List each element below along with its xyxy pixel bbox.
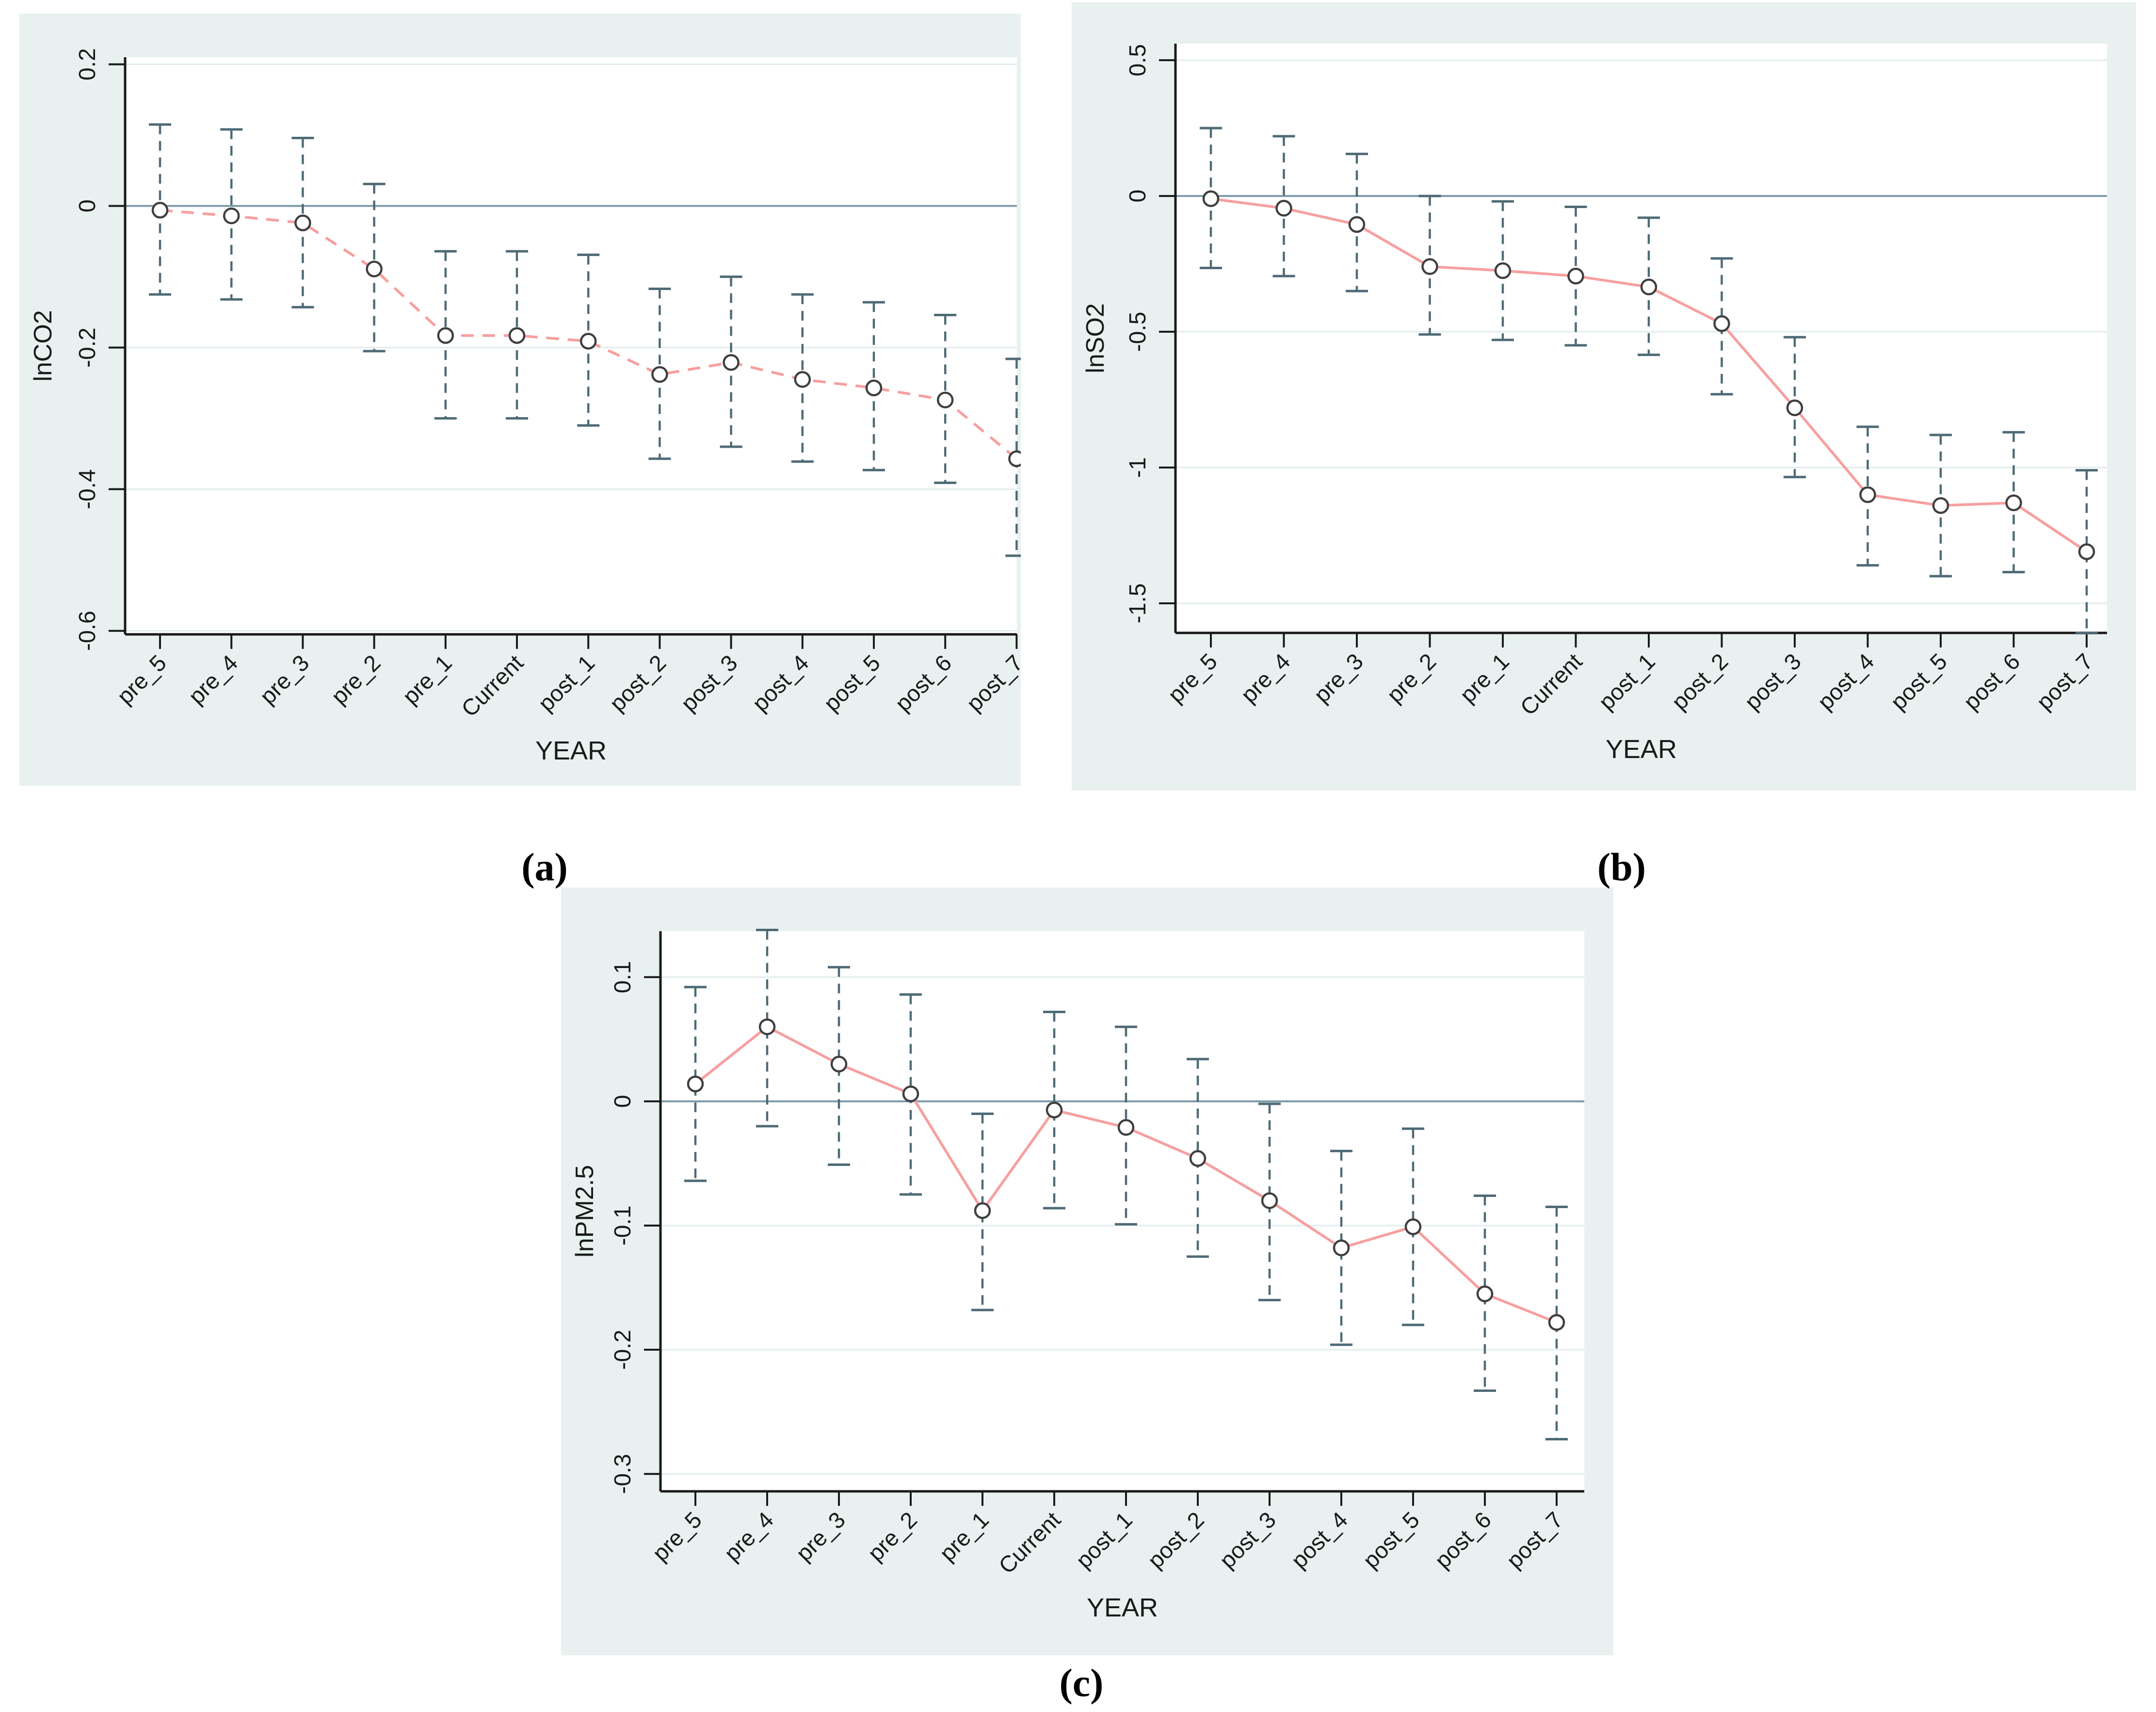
x-axis-title: YEAR: [1606, 735, 1677, 764]
y-tick-label: 0.2: [75, 48, 100, 81]
y-tick-label: -1.5: [1125, 583, 1151, 624]
y-tick-label: -0.1: [610, 1206, 636, 1246]
panel-b: 0.5 0 -0.5 -1 -1.5 pre_5 pre_4 pre_3 pre_2 pre_1 C…: [1072, 2, 2136, 791]
estimate-marker: [1640, 278, 1657, 295]
y-tick-label: -0.4: [75, 469, 100, 509]
y-tick-label: -0.3: [610, 1454, 636, 1494]
plot-area: [660, 931, 1584, 1491]
y-tick-label: -0.2: [610, 1330, 636, 1370]
estimate-marker: [223, 207, 240, 225]
estimate-marker: [723, 354, 740, 371]
estimate-marker: [2078, 543, 2095, 560]
plot-area: [1175, 44, 2107, 633]
y-tick-label: 0: [75, 199, 100, 212]
panel-a-letter-label: (a): [521, 845, 568, 889]
estimate-marker: [1275, 200, 1292, 217]
estimate-marker: [974, 1202, 991, 1219]
estimate-marker: [1859, 486, 1876, 503]
estimate-marker: [794, 371, 811, 388]
estimate-marker: [1202, 190, 1220, 207]
estimate-marker: [579, 333, 597, 350]
estimate-marker: [1494, 262, 1512, 279]
plot-area: [125, 57, 1017, 634]
estimate-marker: [758, 1018, 776, 1035]
y-axis-title: lnSO2: [1081, 303, 1110, 373]
estimate-marker: [1404, 1218, 1422, 1235]
y-tick-label: 0.1: [610, 961, 636, 993]
estimate-marker: [687, 1075, 704, 1093]
estimate-marker: [1117, 1119, 1135, 1136]
estimate-marker: [1548, 1314, 1565, 1331]
y-tick-label: -0.5: [1125, 312, 1151, 352]
estimate-marker: [936, 391, 954, 408]
estimate-marker: [2005, 494, 2022, 512]
panel-c: 0.1 0 -0.1 -0.2 -0.3 pre_5 pre_4 pre_3 pre_2 pre_…: [561, 888, 1613, 1655]
estimate-marker: [151, 202, 169, 219]
x-axis-title: YEAR: [1087, 1593, 1158, 1622]
panel-b-letter-label: (b): [1597, 845, 1646, 889]
estimate-marker: [437, 327, 454, 344]
estimate-marker: [1476, 1285, 1494, 1303]
estimate-marker: [1008, 450, 1021, 468]
estimate-marker: [1567, 268, 1584, 285]
x-axis-title: YEAR: [535, 736, 607, 765]
panel-c-letter-label: (c): [1059, 1661, 1104, 1705]
estimate-marker: [508, 327, 526, 344]
y-axis-title: lnCO2: [29, 310, 57, 381]
estimate-marker: [651, 366, 668, 383]
estimate-marker: [294, 214, 311, 231]
y-tick-label: 0: [1125, 190, 1151, 203]
estimate-marker: [1713, 315, 1730, 332]
estimate-marker: [1348, 216, 1366, 233]
y-tick-label: -0.6: [75, 611, 100, 651]
estimate-marker: [1046, 1101, 1063, 1119]
estimate-marker: [1261, 1192, 1278, 1209]
y-tick-label: 0: [610, 1095, 636, 1108]
estimate-marker: [366, 260, 383, 277]
y-axis-title: lnPM2.5: [571, 1165, 599, 1258]
estimate-marker: [902, 1085, 919, 1102]
panel-a: 0.2 0 -0.2 -0.4 -0.6 pre_5 pre_4 pre_3 pre_2 pre_…: [19, 14, 1021, 786]
y-tick-label: -0.2: [75, 327, 100, 368]
estimate-marker: [1333, 1239, 1350, 1257]
estimate-marker: [1932, 497, 1949, 514]
y-tick-label: -1: [1125, 457, 1151, 478]
estimate-marker: [1189, 1150, 1207, 1167]
estimate-marker: [1786, 399, 1803, 417]
estimate-marker: [830, 1055, 848, 1073]
y-tick-label: 0.5: [1125, 44, 1151, 77]
estimate-marker: [865, 379, 883, 397]
estimate-marker: [1421, 258, 1438, 275]
